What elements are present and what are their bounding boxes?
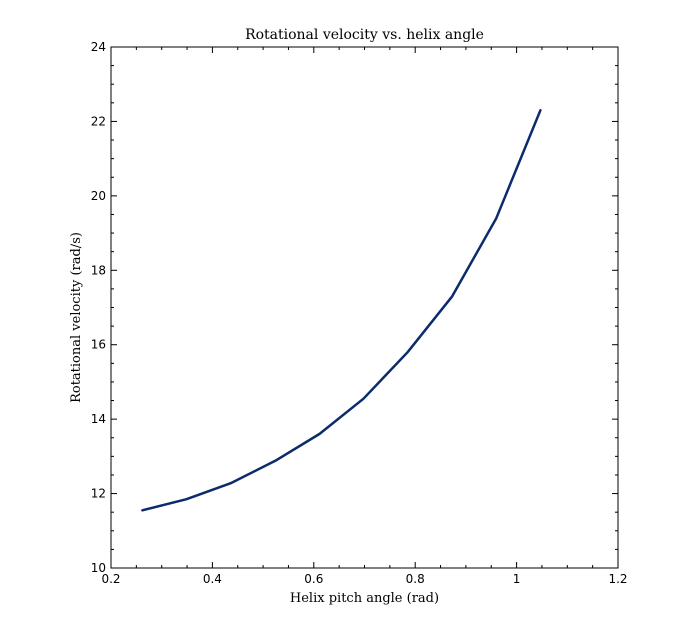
y-tick-label: 18 — [91, 263, 106, 277]
y-tick-label: 10 — [91, 561, 106, 575]
y-tick-label: 12 — [91, 487, 106, 501]
y-tick-label: 16 — [91, 338, 106, 352]
x-tick-label: 1.2 — [608, 572, 627, 586]
chart-title: Rotational velocity vs. helix angle — [245, 27, 484, 43]
x-tick-label: 1 — [513, 572, 521, 586]
plot-area — [110, 46, 619, 569]
x-tick-label: 0.4 — [203, 572, 222, 586]
x-axis-label: Helix pitch angle (rad) — [290, 591, 439, 606]
x-tick-label: 0.2 — [101, 572, 120, 586]
y-axis-label: Rotational velocity (rad/s) — [69, 232, 84, 403]
y-axis-ticks: 10 12 14 16 18 20 22 24 — [91, 40, 618, 575]
x-tick-label: 0.6 — [304, 572, 323, 586]
y-tick-label: 22 — [91, 114, 106, 128]
x-axis-ticks: 0.2 0.4 0.6 0.8 1 1.2 — [101, 47, 628, 586]
x-tick-label: 0.8 — [406, 572, 425, 586]
y-tick-label: 14 — [91, 412, 106, 426]
y-tick-label: 24 — [91, 40, 106, 54]
series-line — [141, 109, 542, 512]
series-layer — [141, 109, 542, 512]
y-tick-label: 20 — [91, 189, 106, 203]
